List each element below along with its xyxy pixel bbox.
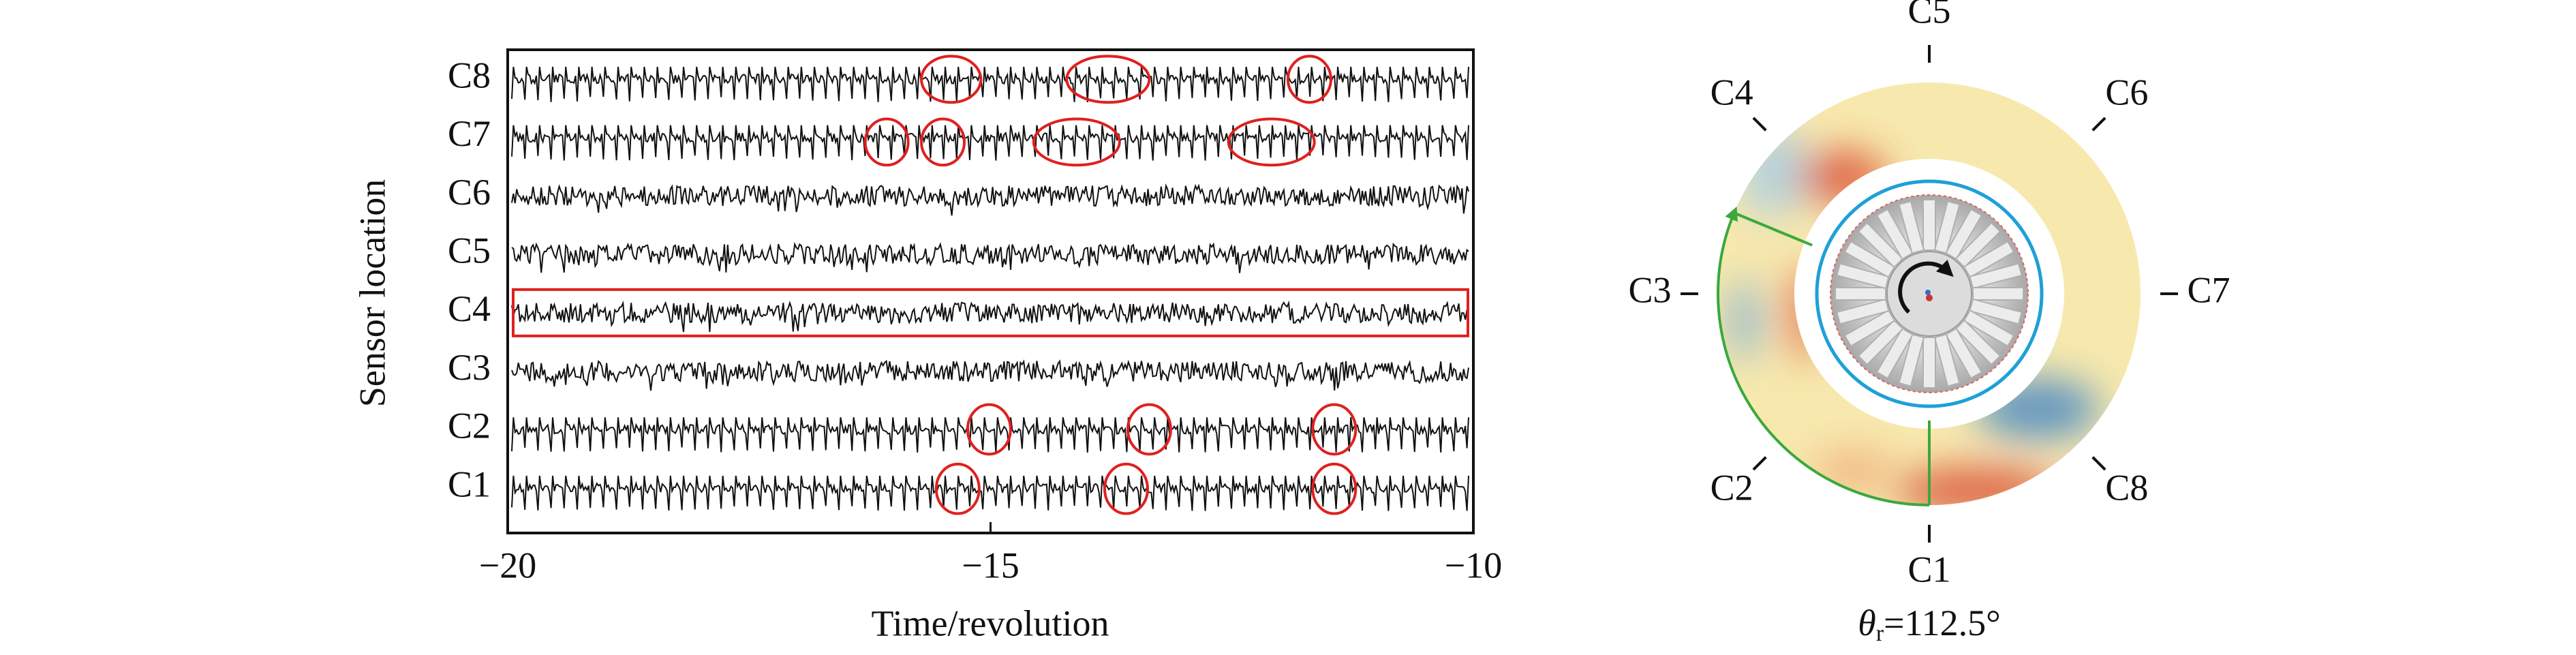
y-tick-label: C6: [448, 172, 491, 213]
y-axis-label: Sensor location: [352, 179, 393, 407]
y-tick-label: C8: [448, 55, 491, 95]
blade: [1857, 319, 1904, 366]
blade: [1875, 327, 1914, 380]
blade: [1922, 199, 1936, 251]
highlight-ellipse: [1103, 462, 1149, 515]
sensor-tick: [1752, 117, 1767, 132]
signal-trace: [511, 241, 1469, 273]
blade: [1969, 262, 2023, 290]
y-tick-label: C5: [448, 230, 491, 271]
signal-trace: [511, 183, 1469, 216]
sensor-tick: [1752, 456, 1767, 471]
blade: [1843, 240, 1896, 279]
sensor-label: C3: [1628, 269, 1671, 310]
highlight-ellipse: [1311, 403, 1358, 456]
signal-trace: [511, 125, 1469, 161]
blade: [1898, 200, 1925, 254]
plot-frame: [506, 48, 1475, 534]
y-tick-label: C4: [448, 288, 491, 329]
blade: [1963, 309, 2015, 348]
blade: [1933, 333, 1961, 387]
rotation-arrow: [1898, 260, 1954, 314]
x-tick-label: −10: [1445, 545, 1502, 585]
blade: [1954, 319, 2002, 366]
highlight-ellipse: [966, 403, 1012, 456]
blade: [1963, 240, 2015, 279]
rotation-arc: [1717, 207, 1930, 506]
rotation-angle-label: θr=112.5°: [1858, 603, 2000, 645]
highlight-ellipse: [934, 462, 981, 515]
sensor-label: C2: [1711, 467, 1753, 508]
blade: [1875, 208, 1914, 260]
blade: [1944, 208, 1983, 260]
blade: [1857, 222, 1904, 269]
blade: [1969, 298, 2023, 325]
center-dot: [1925, 290, 1931, 295]
y-tick-label: C2: [448, 406, 491, 446]
signal-trace: [511, 417, 1469, 453]
y-tick-label: C1: [448, 463, 491, 504]
blade: [1836, 298, 1890, 325]
blade: [1843, 309, 1896, 348]
highlight-box: [512, 288, 1469, 337]
x-tick-label: −15: [962, 545, 1019, 585]
signal-trace: [511, 300, 1469, 333]
y-tick-label: C3: [448, 347, 491, 388]
sensor-label: C1: [1907, 549, 1950, 590]
rotor-blades: [1835, 199, 2024, 389]
x-tick-label: −20: [479, 545, 536, 585]
signal-trace: [511, 66, 1469, 102]
x-axis-label: Time/revolution: [871, 603, 1109, 643]
blade: [1836, 262, 1890, 290]
value: =112.5°: [1884, 603, 2001, 643]
blade: [1933, 200, 1961, 254]
blade: [1972, 287, 2024, 301]
subscript: r: [1876, 621, 1884, 646]
highlight-ellipse: [1286, 55, 1332, 104]
blade: [1944, 327, 1983, 380]
highlight-ellipse: [1311, 462, 1358, 515]
highlight-ellipse: [1032, 117, 1121, 167]
blade-tip-circle: [1815, 179, 2044, 408]
sensor-tick: [2091, 117, 2106, 132]
blade: [1898, 333, 1925, 387]
blade: [1922, 337, 1936, 389]
signal-trace: [511, 475, 1469, 511]
highlight-ellipse: [1065, 55, 1151, 104]
symbol: θ: [1858, 603, 1876, 643]
blade: [1954, 222, 2002, 269]
highlight-ellipse: [1126, 403, 1172, 456]
sensor-label: C5: [1907, 0, 1950, 31]
polar-panel: θr=112.5° C1 C2 C3 C4 C5 C6 C7 C8: [1628, 0, 2230, 646]
highlight-ellipse: [920, 117, 966, 167]
center-dot: [1926, 294, 1933, 301]
sensor-label: C7: [2187, 269, 2230, 310]
highlight-ellipse: [863, 117, 910, 167]
highlight-ellipse: [1227, 117, 1316, 167]
sensor-tick: [2091, 456, 2106, 471]
sensor-label: C8: [2105, 467, 2148, 508]
signal-trace: [511, 359, 1469, 391]
highlight-ellipse: [920, 55, 983, 104]
sensor-label: C4: [1711, 72, 1753, 112]
rotated-line: [1733, 211, 1813, 247]
sensor-label: C6: [2105, 72, 2148, 112]
y-tick-label: C7: [448, 113, 491, 154]
blade: [1835, 287, 1886, 301]
time-series-panel: Sensor location Time/revolution −20 −15 −1…: [352, 48, 1502, 643]
